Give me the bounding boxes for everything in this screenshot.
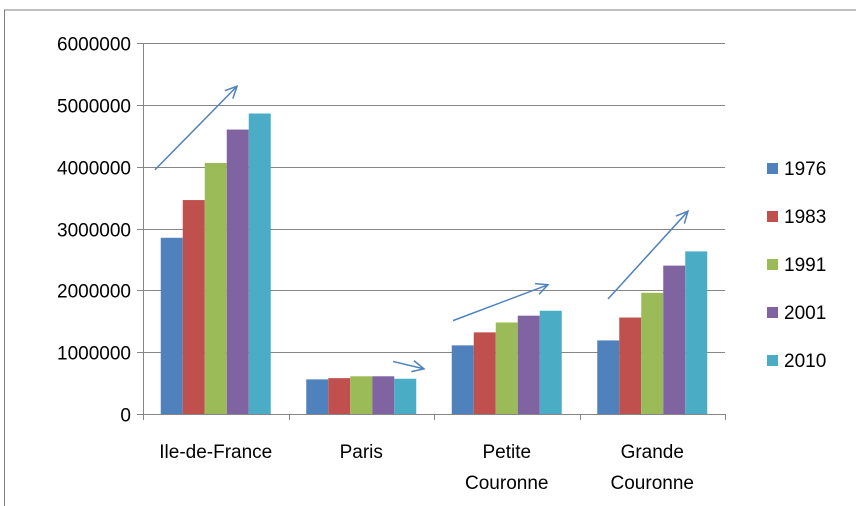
bar-1983-ile-de-france (182, 200, 205, 414)
legend-swatch-2001 (767, 307, 778, 318)
legend-label-2010: 2010 (784, 351, 826, 372)
bar-1976-grande-couronne (597, 340, 620, 414)
bar-2001-grande-couronne (663, 265, 686, 414)
x-category-label: Petite (482, 442, 531, 463)
bar-1976-petite-couronne (451, 345, 474, 414)
legend-label-1983: 1983 (784, 207, 826, 228)
x-category-label: Ile-de-France (159, 442, 272, 463)
bar-2001-petite-couronne (517, 315, 540, 414)
legend-label-2001: 2001 (784, 303, 826, 324)
legend-swatch-1976 (767, 163, 778, 174)
bar-1976-ile-de-france (160, 237, 183, 414)
y-tick-label: 0 (120, 406, 131, 427)
bar-1983-grande-couronne (619, 317, 642, 414)
legend-label-1976: 1976 (784, 159, 826, 180)
bar-2010-paris (394, 378, 417, 414)
y-tick-label: 4000000 (57, 159, 131, 180)
trend-arrow-head (675, 209, 690, 224)
bar-1983-paris (328, 378, 351, 414)
trend-arrow-head (534, 282, 550, 295)
y-tick-label: 6000000 (57, 35, 131, 56)
legend-label-1991: 1991 (784, 255, 826, 276)
y-tick-label: 3000000 (57, 221, 131, 242)
trend-arrow-line (392, 360, 425, 370)
y-tick-label: 2000000 (57, 282, 131, 303)
trend-arrow-line (154, 85, 238, 171)
y-tick-label: 1000000 (57, 344, 131, 365)
trend-arrow-head (411, 360, 426, 373)
bar-1976-paris (306, 379, 329, 414)
bar-1991-paris (350, 376, 373, 414)
bar-1991-petite-couronne (495, 322, 518, 414)
legend-swatch-1991 (767, 259, 778, 270)
bar-1991-grande-couronne (641, 292, 664, 414)
trend-arrow-line (607, 210, 689, 300)
bar-1983-petite-couronne (473, 332, 496, 414)
x-category-label: Couronne (611, 473, 694, 494)
bar-2010-petite-couronne (539, 310, 562, 414)
bar-2001-ile-de-france (226, 129, 249, 415)
bar-2010-ile-de-france (248, 113, 271, 415)
legend-swatch-1983 (767, 211, 778, 222)
trend-arrow-head (224, 85, 239, 99)
bar-2010-grande-couronne (685, 251, 708, 414)
y-tick-label: 5000000 (57, 97, 131, 118)
trend-arrow-line (452, 284, 549, 322)
x-category-label: Grande (621, 442, 684, 463)
bar-2001-paris (372, 376, 395, 414)
bar-1991-ile-de-france (204, 162, 227, 414)
legend-swatch-2010 (767, 355, 778, 366)
x-category-label: Couronne (465, 473, 548, 494)
x-category-label: Paris (340, 442, 383, 463)
